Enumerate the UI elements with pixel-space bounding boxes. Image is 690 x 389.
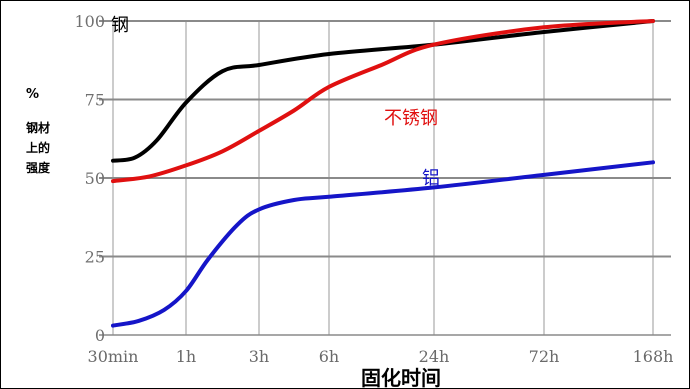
y-axis-label-line: 上的 [26,140,50,155]
x-axis-label: 固化时间 [361,366,441,388]
y-tick-label: 75 [85,91,105,110]
x-tick-label: 1h [176,347,196,366]
series-line-aluminum [111,160,655,328]
x-tick-label: 72h [529,347,560,366]
y-tick-label: 25 [85,248,105,267]
y-tick-label: 50 [85,169,105,188]
x-tick-label: 30min [88,347,139,366]
x-tick-label: 6h [319,347,339,366]
y-axis-label-line: 钢材 [26,120,50,135]
y-tick-label: 100 [74,12,105,31]
series-line-stainless-steel [111,19,655,184]
series-label: 不锈钢 [384,108,438,129]
series-line-steel [111,19,655,163]
y-tick-label: 0 [95,326,105,345]
y-axis-label-line: 强度 [26,160,51,175]
x-tick-label: 24h [419,347,450,366]
series-label: 铝 [422,168,440,189]
x-tick-label: 3h [249,347,269,366]
x-tick-label: 168h [633,347,674,366]
series-label: 钢 [111,15,129,36]
y-axis-label-line: % [26,87,39,102]
